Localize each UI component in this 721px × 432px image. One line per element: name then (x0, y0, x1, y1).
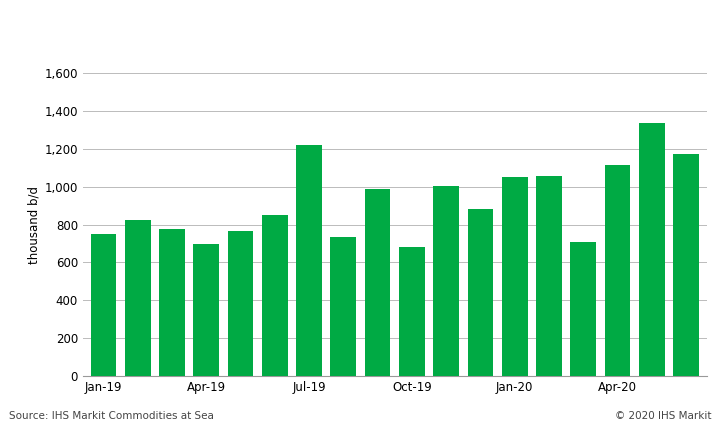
Bar (365, 189, 391, 376)
Bar (399, 247, 425, 376)
Bar (536, 176, 562, 376)
Text: © 2020 IHS Markit: © 2020 IHS Markit (615, 411, 712, 421)
Bar (673, 154, 699, 376)
Text: USA Crude Oil Shipments to Far East and SE Asia: USA Crude Oil Shipments to Far East and … (9, 24, 504, 41)
Bar (125, 220, 151, 376)
Bar (296, 145, 322, 376)
Bar (228, 231, 253, 376)
Bar (193, 244, 219, 376)
Bar (467, 209, 493, 376)
Bar (159, 229, 185, 376)
Bar (433, 186, 459, 376)
Bar (570, 241, 596, 376)
Bar (639, 123, 665, 376)
Bar (262, 215, 288, 376)
Bar (502, 178, 528, 376)
Text: Source: IHS Markit Commodities at Sea: Source: IHS Markit Commodities at Sea (9, 411, 214, 421)
Bar (330, 237, 356, 376)
Y-axis label: thousand b/d: thousand b/d (27, 186, 40, 264)
Bar (605, 165, 630, 376)
Bar (91, 234, 116, 376)
